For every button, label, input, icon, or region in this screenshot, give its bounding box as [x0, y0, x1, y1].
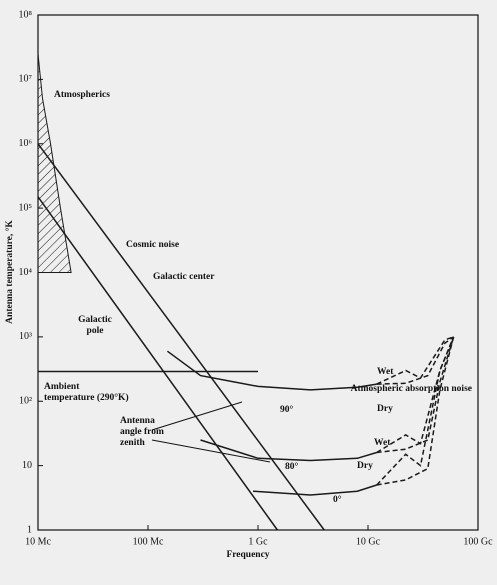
y-tick-label: 1: [27, 524, 32, 535]
curve: [376, 336, 455, 486]
annotation: Dry: [377, 404, 393, 414]
curve: [252, 484, 377, 496]
curve: [37, 196, 279, 531]
y-tick-label: 10⁶: [19, 138, 33, 149]
annotation: 90°: [280, 404, 294, 415]
y-tick-label: 10: [22, 460, 32, 471]
y-axis-title: Antenna temperature, °K: [4, 220, 15, 324]
atmospherics-area: [37, 53, 72, 273]
annotation: 0°: [333, 494, 342, 505]
y-tick-label: 10⁵: [19, 202, 33, 213]
y-tick-label: 10⁸: [19, 9, 33, 20]
x-tick-label: 1 Gc: [248, 536, 268, 547]
annotation: Ambient: [44, 382, 80, 392]
annotation: Galactic center: [153, 272, 215, 282]
y-tick-label: 10⁴: [19, 267, 33, 278]
curve: [376, 336, 455, 454]
annotation: Atmospherics: [54, 90, 110, 100]
x-tick-label: 100 Gc: [463, 536, 493, 547]
x-tick-label: 10 Mc: [25, 536, 51, 547]
y-tick-label: 10²: [19, 396, 32, 407]
annotation: 80°: [285, 461, 299, 472]
annotation: Atmospheric absorption noise: [351, 384, 472, 394]
curve: [376, 336, 455, 385]
curve: [166, 350, 377, 391]
annotation: zenith: [120, 438, 146, 448]
x-tick-label: 10 Gc: [356, 536, 381, 547]
arrow: [151, 401, 243, 431]
annotation: Galactic: [78, 315, 112, 325]
y-tick-label: 10³: [19, 331, 32, 342]
curve: [200, 439, 377, 462]
curve: [376, 336, 455, 486]
annotation: Cosmic noise: [126, 240, 179, 250]
annotation: temperature (290°K): [44, 392, 129, 403]
annotation: pole: [87, 326, 104, 336]
curve: [37, 143, 325, 531]
x-axis-title: Frequency: [226, 550, 269, 560]
annotation: Wet: [377, 367, 394, 377]
x-tick-label: 100 Mc: [133, 536, 164, 547]
annotation: Antenna: [120, 416, 155, 426]
arrow: [151, 439, 271, 463]
y-tick-label: 10⁷: [19, 74, 33, 85]
annotation: Wet: [374, 438, 391, 448]
curve: [376, 336, 455, 454]
annotation: angle from: [120, 427, 164, 437]
annotation: Dry: [357, 461, 373, 471]
